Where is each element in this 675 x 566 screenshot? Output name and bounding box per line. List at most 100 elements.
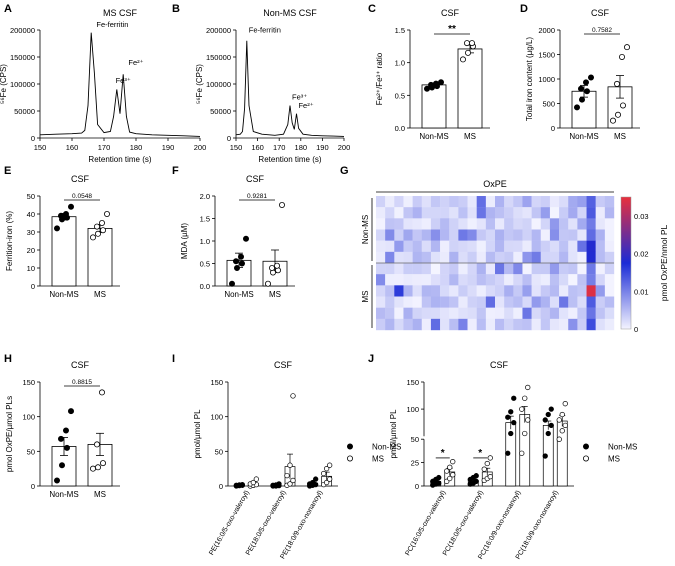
heatmap-cell	[421, 318, 432, 331]
panel-label: A	[4, 3, 12, 15]
y-tick-label: 0	[227, 134, 231, 143]
data-point	[95, 230, 102, 237]
heatmap-cell	[513, 196, 523, 208]
heatmap-cell	[449, 207, 459, 219]
x-tick-label: 160	[251, 143, 264, 152]
heatmap-cell	[604, 307, 615, 320]
y-tick-label: 50	[215, 447, 223, 456]
heatmap-cell	[440, 229, 450, 241]
heatmap-cell	[595, 218, 606, 230]
heatmap-cell	[458, 274, 468, 286]
heatmap-cell	[595, 285, 606, 297]
heatmap-cell	[504, 318, 514, 331]
data-point	[287, 462, 293, 468]
heatmap-cell	[504, 207, 514, 219]
heatmap-cell	[430, 196, 441, 208]
heatmap-cell	[522, 274, 532, 286]
heatmap-cell	[559, 318, 569, 331]
heatmap-cell	[430, 296, 441, 308]
heatmap-cell	[485, 263, 496, 275]
data-point	[556, 417, 562, 423]
heatmap-cell	[385, 229, 395, 241]
x-category-label: MS	[614, 132, 626, 141]
data-point	[473, 478, 479, 484]
heatmap-cell	[385, 296, 395, 308]
y-tick-label: 0.0	[200, 282, 210, 291]
data-point	[242, 235, 249, 242]
x-axis-label: Retention time (s)	[258, 155, 321, 164]
heatmap-cell	[577, 207, 587, 219]
heatmap-cell	[540, 263, 551, 275]
heatmap-cell	[449, 196, 459, 208]
heatmap-cell	[449, 285, 459, 297]
heatmap-cell	[421, 296, 432, 308]
heatmap-cell	[540, 274, 551, 286]
heatmap-cell	[586, 240, 596, 253]
heatmap-cell	[403, 218, 413, 230]
y-tick-label: 2.0	[200, 192, 210, 201]
heatmap-cell	[412, 263, 422, 275]
heatmap-cell	[440, 251, 450, 264]
data-point	[90, 234, 97, 241]
data-point	[253, 476, 259, 482]
chart-title: CSF	[591, 8, 610, 18]
significance-label: 0.7582	[592, 27, 612, 34]
heatmap-cell	[421, 240, 432, 253]
heatmap-cell	[540, 285, 551, 297]
data-point	[525, 384, 531, 391]
data-point	[239, 481, 245, 488]
heatmap-cell	[549, 251, 560, 264]
data-point	[562, 422, 568, 429]
data-point	[614, 80, 621, 87]
x-tick-label: 150	[34, 143, 47, 152]
heatmap-cell	[449, 240, 459, 253]
data-point	[273, 262, 280, 269]
data-point	[99, 389, 106, 396]
x-tick-label: 190	[162, 143, 175, 152]
data-point	[522, 395, 528, 401]
data-point	[556, 436, 562, 442]
heatmap-cell	[604, 263, 615, 275]
legend-label: MS	[608, 454, 620, 463]
x-category-label: PE(18:0/5-oxo-valeroyl)	[245, 490, 288, 557]
y-tick-label: 200000	[206, 26, 231, 35]
peak-annotation: Fe²⁺	[298, 101, 313, 110]
legend-marker	[583, 455, 590, 462]
heatmap-cell	[449, 274, 459, 286]
data-point	[542, 417, 548, 423]
heatmap-cell	[568, 240, 578, 253]
heatmap-cell	[476, 207, 487, 219]
heatmap-cell	[485, 251, 496, 264]
y-tick-label: 0	[31, 482, 35, 491]
heatmap-cell	[467, 285, 477, 297]
heatmap-cell	[495, 218, 505, 230]
y-axis-label: Ferrition-iron (%)	[5, 211, 14, 271]
heatmap-cell	[421, 274, 432, 286]
data-point	[548, 406, 554, 412]
y-tick-label: 25	[411, 459, 419, 468]
heatmap-cell	[540, 251, 551, 264]
heatmap-cell	[549, 196, 560, 208]
data-point	[508, 430, 514, 437]
heatmap-cell	[549, 218, 560, 230]
heatmap-cell	[531, 285, 541, 297]
x-axis-label: Retention time (s)	[88, 155, 151, 164]
heatmap-cell	[458, 263, 468, 275]
heatmap-cell	[604, 196, 615, 208]
data-point	[95, 464, 102, 471]
heatmap-cell	[394, 296, 404, 308]
data-point	[484, 460, 490, 467]
heatmap-cell	[577, 229, 587, 241]
heatmap-cell	[504, 229, 514, 241]
data-point	[54, 225, 61, 232]
heatmap-cell	[577, 218, 587, 230]
heatmap-cell	[385, 218, 395, 230]
legend-label: Non-MS	[372, 442, 401, 451]
y-tick-label: 1500	[538, 51, 555, 60]
y-tick-label: 30	[27, 228, 35, 237]
data-point	[548, 422, 554, 429]
heatmap-cell	[540, 218, 551, 230]
heatmap-cell	[577, 307, 587, 320]
data-point	[545, 430, 551, 437]
data-point	[94, 223, 101, 230]
